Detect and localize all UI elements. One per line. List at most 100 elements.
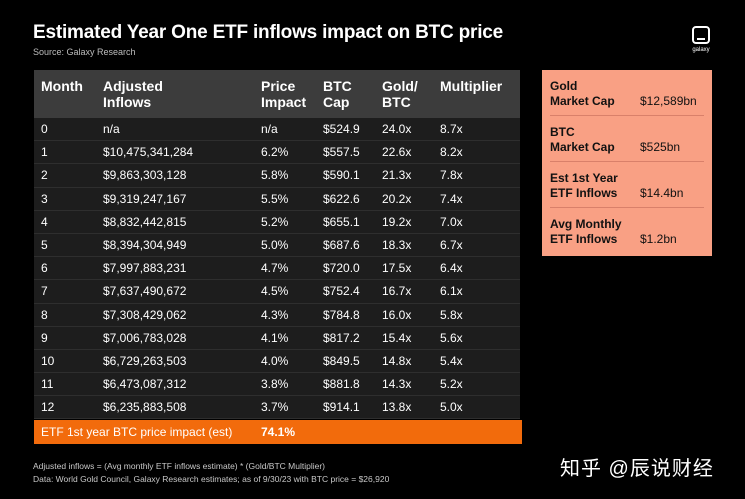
table-row: 7 $7,637,490,672 4.5% $752.4 16.7x 6.1x bbox=[34, 280, 520, 304]
zhihu-watermark: 知乎 @辰说财经 bbox=[560, 458, 714, 480]
cell-month: 12 bbox=[41, 400, 55, 415]
cell-price-impact: 3.7% bbox=[261, 400, 289, 415]
table-row: 2 $9,863,303,128 5.8% $590.1 21.3x 7.8x bbox=[34, 164, 520, 188]
cell-month: 4 bbox=[41, 214, 48, 229]
header-multiplier: Multiplier bbox=[440, 78, 503, 94]
cell-month: 3 bbox=[41, 191, 48, 206]
cell-gold-btc: 18.3x bbox=[382, 237, 412, 252]
summary-label: Est 1st Year ETF Inflows bbox=[550, 171, 618, 200]
cell-multiplier: 8.7x bbox=[440, 122, 463, 136]
cell-btc-cap: $557.5 bbox=[323, 145, 360, 160]
cell-multiplier: 5.2x bbox=[440, 377, 463, 392]
cell-multiplier: 5.0x bbox=[440, 400, 463, 415]
table-row: 6 $7,997,883,231 4.7% $720.0 17.5x 6.4x bbox=[34, 257, 520, 281]
cell-price-impact: 4.0% bbox=[261, 353, 289, 368]
chart-title: Estimated Year One ETF inflows impact on… bbox=[33, 22, 504, 43]
header-adjusted-inflows: Adjusted Inflows bbox=[103, 78, 163, 110]
cell-price-impact: 5.0% bbox=[261, 237, 289, 252]
cell-multiplier: 8.2x bbox=[440, 145, 463, 160]
cell-price-impact: 5.5% bbox=[261, 191, 289, 206]
cell-gold-btc: 17.5x bbox=[382, 261, 412, 276]
cell-gold-btc: 24.0x bbox=[382, 122, 412, 136]
summary-value: $525bn bbox=[640, 140, 681, 154]
header-gold-btc: Gold/BTC bbox=[382, 78, 418, 110]
summary-value: $12,589bn bbox=[640, 94, 697, 108]
cell-adjusted-inflows: $7,006,783,028 bbox=[103, 330, 187, 345]
table-row: 10 $6,729,263,503 4.0% $849.5 14.8x 5.4x bbox=[34, 350, 520, 374]
cell-btc-cap: $752.4 bbox=[323, 284, 360, 299]
summary-est-etf-inflows: Est 1st Year ETF Inflows $14.4bn bbox=[550, 162, 704, 208]
table-row: 9 $7,006,783,028 4.1% $817.2 15.4x 5.6x bbox=[34, 327, 520, 350]
cell-price-impact: 5.2% bbox=[261, 214, 289, 229]
cell-gold-btc: 19.2x bbox=[382, 214, 412, 229]
table-row: 4 $8,832,442,815 5.2% $655.1 19.2x 7.0x bbox=[34, 211, 520, 234]
cell-btc-cap: $914.1 bbox=[323, 400, 360, 415]
cell-multiplier: 6.1x bbox=[440, 284, 463, 299]
summary-label: Avg Monthly ETF Inflows bbox=[550, 217, 622, 246]
cell-multiplier: 7.8x bbox=[440, 168, 463, 183]
table-row: 8 $7,308,429,062 4.3% $784.8 16.0x 5.8x bbox=[34, 304, 520, 327]
cell-adjusted-inflows: $8,394,304,949 bbox=[103, 237, 187, 252]
cell-price-impact: 6.2% bbox=[261, 145, 289, 160]
table-row: 3 $9,319,247,167 5.5% $622.6 20.2x 7.4x bbox=[34, 188, 520, 211]
summary-label: Gold Market Cap bbox=[550, 79, 615, 108]
cell-btc-cap: $881.8 bbox=[323, 377, 360, 392]
cell-btc-cap: $590.1 bbox=[323, 168, 360, 183]
cell-price-impact: 5.8% bbox=[261, 168, 289, 183]
cell-month: 1 bbox=[41, 145, 48, 160]
table-row: 1 $10,475,341,284 6.2% $557.5 22.6x 8.2x bbox=[34, 141, 520, 165]
summary-panel: Gold Market Cap $12,589bn BTC Market Cap $… bbox=[542, 70, 712, 256]
summary-gold-market-cap: Gold Market Cap $12,589bn bbox=[550, 70, 704, 116]
cell-btc-cap: $784.8 bbox=[323, 307, 360, 322]
cell-gold-btc: 16.7x bbox=[382, 284, 412, 299]
cell-adjusted-inflows: n/a bbox=[103, 122, 120, 136]
cell-month: 7 bbox=[41, 284, 48, 299]
summary-avg-monthly-inflows: Avg Monthly ETF Inflows $1.2bn bbox=[550, 208, 704, 254]
cell-adjusted-inflows: $7,637,490,672 bbox=[103, 284, 187, 299]
cell-gold-btc: 21.3x bbox=[382, 168, 412, 183]
table-row: 0 n/a n/a $524.9 24.0x 8.7x bbox=[34, 118, 520, 142]
galaxy-logo-text: galaxy bbox=[692, 47, 710, 53]
header-month: Month bbox=[41, 78, 83, 94]
cell-month: 2 bbox=[41, 168, 48, 183]
summary-value: $14.4bn bbox=[640, 186, 684, 200]
cell-gold-btc: 14.8x bbox=[382, 353, 412, 368]
cell-month: 6 bbox=[41, 261, 48, 276]
cell-multiplier: 5.8x bbox=[440, 307, 463, 322]
header-price-impact: Price Impact bbox=[261, 78, 307, 110]
cell-price-impact: n/a bbox=[261, 122, 278, 136]
table-header: Month Adjusted Inflows Price Impact BTC Cap… bbox=[34, 70, 520, 118]
cell-adjusted-inflows: $8,832,442,815 bbox=[103, 214, 187, 229]
table-row: 5 $8,394,304,949 5.0% $687.6 18.3x 6.7x bbox=[34, 234, 520, 258]
cell-month: 9 bbox=[41, 330, 48, 345]
cell-adjusted-inflows: $9,319,247,167 bbox=[103, 191, 187, 206]
cell-adjusted-inflows: $10,475,341,284 bbox=[103, 145, 194, 160]
cell-price-impact: 4.3% bbox=[261, 307, 289, 322]
table-footer-row: ETF 1st year BTC price impact (est) 74.1… bbox=[34, 420, 522, 444]
inflows-table: Month Adjusted Inflows Price Impact BTC Cap… bbox=[34, 70, 520, 420]
cell-btc-cap: $655.1 bbox=[323, 214, 360, 229]
cell-month: 8 bbox=[41, 307, 48, 322]
cell-price-impact: 4.5% bbox=[261, 284, 289, 299]
galaxy-logo-icon bbox=[692, 26, 710, 44]
cell-gold-btc: 15.4x bbox=[382, 330, 412, 345]
cell-price-impact: 4.1% bbox=[261, 330, 289, 345]
galaxy-logo: galaxy bbox=[686, 26, 716, 53]
cell-gold-btc: 20.2x bbox=[382, 191, 412, 206]
table-row: 12 $6,235,883,508 3.7% $914.1 13.8x 5.0x bbox=[34, 396, 520, 420]
cell-gold-btc: 14.3x bbox=[382, 377, 412, 392]
cell-gold-btc: 13.8x bbox=[382, 400, 412, 415]
cell-multiplier: 5.4x bbox=[440, 353, 463, 368]
cell-month: 11 bbox=[41, 377, 54, 392]
cell-btc-cap: $849.5 bbox=[323, 353, 360, 368]
cell-multiplier: 5.6x bbox=[440, 330, 463, 345]
footer-label: ETF 1st year BTC price impact (est) bbox=[41, 425, 233, 439]
cell-btc-cap: $524.9 bbox=[323, 122, 360, 136]
summary-label: BTC Market Cap bbox=[550, 125, 615, 154]
cell-multiplier: 6.7x bbox=[440, 237, 463, 252]
cell-adjusted-inflows: $6,235,883,508 bbox=[103, 400, 187, 415]
cell-gold-btc: 22.6x bbox=[382, 145, 412, 160]
cell-month: 10 bbox=[41, 353, 55, 368]
footnote-data-source: Data: World Gold Council, Galaxy Researc… bbox=[33, 474, 390, 484]
cell-month: 5 bbox=[41, 237, 48, 252]
